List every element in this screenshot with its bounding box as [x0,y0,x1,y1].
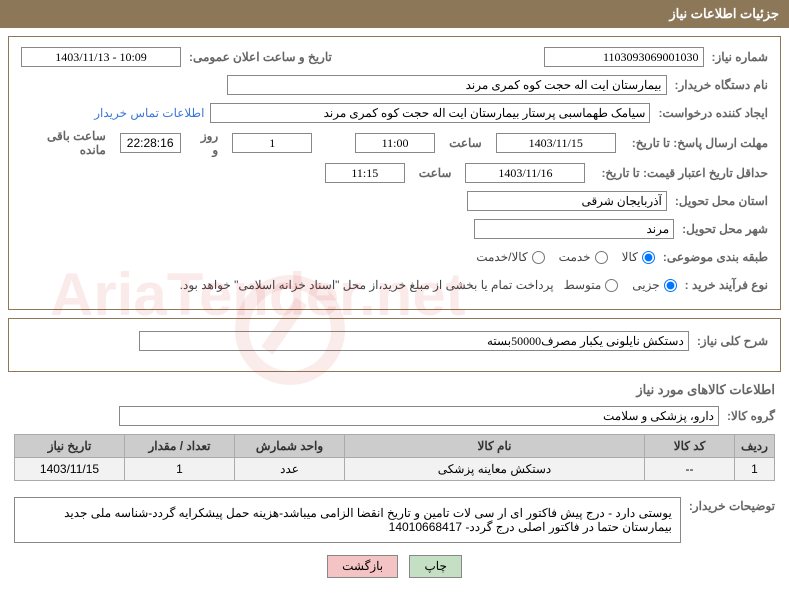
buyer-notes-label: توضیحات خریدار: [689,499,775,513]
need-number-input[interactable] [544,47,704,67]
cat-both-radio[interactable]: کالا/خدمت [476,250,544,264]
main-form: شماره نیاز: تاریخ و ساعت اعلان عمومی: نا… [8,36,781,310]
table-header: تعداد / مقدار [125,435,235,458]
table-row: 1--دستکش معاینه پزشکیعدد11403/11/15 [15,458,775,481]
payment-note: پرداخت تمام یا بخشی از مبلغ خرید،از محل … [180,278,554,292]
requester-label: ایجاد کننده درخواست: [658,106,768,120]
cat-goods-radio[interactable]: کالا [622,250,655,264]
buyer-org-label: نام دستگاه خریدار: [675,78,769,92]
goods-group-input[interactable] [119,406,719,426]
buyer-notes-box: یوستی دارد - درج پیش فاکتور ای ار سی لات… [14,497,681,543]
desc-label: شرح کلی نیاز: [697,334,768,348]
deadline-time-input[interactable] [355,133,435,153]
time-label-2: ساعت [419,166,452,180]
announce-date-label: تاریخ و ساعت اعلان عمومی: [189,50,332,64]
deadline-date-input[interactable] [496,133,616,153]
table-cell: دستکش معاینه پزشکی [345,458,645,481]
validity-time-input[interactable] [325,163,405,183]
province-input[interactable] [467,191,667,211]
table-header: کد کالا [645,435,735,458]
table-header: ردیف [735,435,775,458]
deadline-label: مهلت ارسال پاسخ: تا تاریخ: [632,136,768,150]
process-label: نوع فرآیند خرید : [685,278,768,292]
remaining-hours-label: ساعت باقی مانده [27,129,106,157]
print-button[interactable]: چاپ [409,555,461,578]
table-cell: 1 [125,458,235,481]
table-cell: 1 [735,458,775,481]
table-cell: 1403/11/15 [15,458,125,481]
goods-info-title: اطلاعات کالاهای مورد نیاز [14,382,775,398]
table-header: واحد شمارش [235,435,345,458]
validity-label: حداقل تاریخ اعتبار قیمت: تا تاریخ: [601,166,768,180]
days-and-label: روز و [195,129,219,157]
time-label-1: ساعت [449,136,482,150]
countdown-timer: 22:28:16 [120,133,181,153]
validity-date-input[interactable] [465,163,585,183]
requester-input[interactable] [210,103,650,123]
goods-group-label: گروه کالا: [727,409,775,423]
category-label: طبقه بندی موضوعی: [663,250,768,264]
description-box: شرح کلی نیاز: [8,318,781,372]
need-number-label: شماره نیاز: [712,50,768,64]
table-cell: عدد [235,458,345,481]
table-cell: -- [645,458,735,481]
panel-header: جزئیات اطلاعات نیاز [0,0,789,28]
buyer-org-input[interactable] [227,75,667,95]
button-bar: چاپ بازگشت [0,547,789,586]
contact-link[interactable]: اطلاعات تماس خریدار [94,106,204,120]
city-input[interactable] [474,219,674,239]
goods-table: ردیفکد کالانام کالاواحد شمارشتعداد / مقد… [14,434,775,481]
category-radio-group: کالا خدمت کالا/خدمت [476,250,655,264]
process-radio-group: جزیی متوسط [564,278,677,292]
remaining-days-input [232,133,312,153]
table-header: نام کالا [345,435,645,458]
announce-date-input[interactable] [21,47,181,67]
table-header: تاریخ نیاز [15,435,125,458]
city-label: شهر محل تحویل: [682,222,768,236]
back-button[interactable]: بازگشت [327,555,398,578]
proc-partial-radio[interactable]: جزیی [632,278,676,292]
desc-input[interactable] [139,331,689,351]
cat-service-radio[interactable]: خدمت [559,250,608,264]
proc-medium-radio[interactable]: متوسط [564,278,619,292]
province-label: استان محل تحویل: [675,194,768,208]
